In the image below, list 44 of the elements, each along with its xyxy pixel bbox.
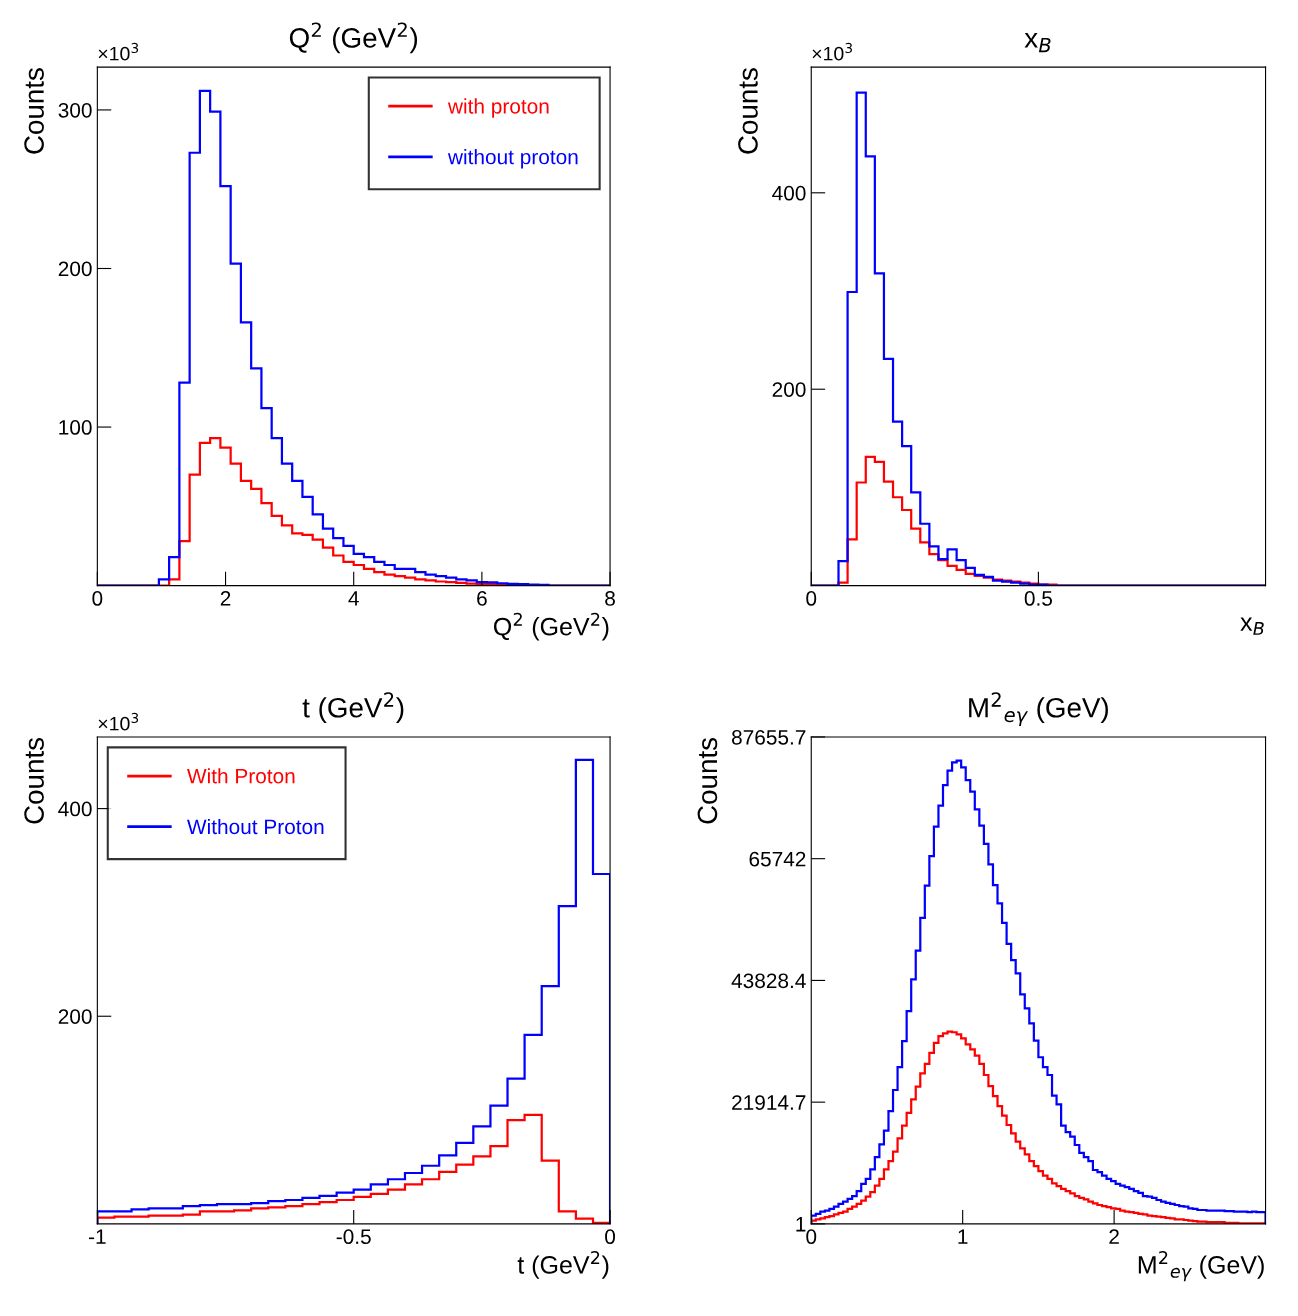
x-tick-label: 0 <box>605 1229 616 1245</box>
legend-label: without proton <box>447 149 578 169</box>
y-tick-label: 43828.4 <box>731 973 806 989</box>
x-axis-title: t (GeV$^{2}$) <box>517 1250 609 1279</box>
x-tick-label: 0 <box>92 591 103 606</box>
y-axis-title: Counts <box>24 68 44 154</box>
x-tick-label: 6 <box>477 591 487 606</box>
x-tick-label: 0.5 <box>1024 591 1053 606</box>
y-axis-title: Counts <box>738 68 758 154</box>
y-tick-label: 400 <box>772 185 806 201</box>
chart-title: x$_{B}$ <box>1024 32 1051 53</box>
y-tick-label: 1 <box>796 1217 806 1232</box>
chart-title: M$^{2}$$_{eγ}$ (GeV) <box>969 692 1108 726</box>
x-tick-label: -1 <box>89 1229 106 1244</box>
y-tick-label: 21914.7 <box>732 1095 806 1110</box>
legend-label: with proton <box>447 98 549 118</box>
text: ×10$^{3}$ <box>98 712 139 731</box>
y-tick-label: 300 <box>58 102 92 118</box>
x-tick-label: 2 <box>220 591 231 606</box>
y-tick-label: 87655.7 <box>731 729 806 745</box>
legend-label: With Proton <box>187 768 295 784</box>
x-tick-label: 1 <box>958 1229 968 1244</box>
y-tick-label: 200 <box>58 1009 92 1024</box>
legend-label: Without Proton <box>187 818 324 835</box>
y-tick-label: 100 <box>59 420 92 435</box>
chart-title: t (GeV$^{2}$) <box>302 692 404 724</box>
chart-title: Q$^{2}$ (GeV$^{2}$) <box>289 22 418 54</box>
y-tick-label: 200 <box>772 382 806 397</box>
y-axis-title: Counts <box>24 737 44 824</box>
x-axis-title: x$_{B}$ <box>1240 617 1264 635</box>
y-axis-title: Counts <box>697 737 718 824</box>
x-tick-label: 2 <box>1109 1229 1119 1244</box>
y-tick-label: 400 <box>58 801 92 817</box>
x-tick-label: 8 <box>605 591 615 606</box>
x-tick-label: 4 <box>348 591 359 606</box>
x-tick-label: 0 <box>806 591 817 606</box>
y-tick-label: 200 <box>58 261 92 277</box>
text: ×10$^{3}$ <box>98 42 139 61</box>
x-tick-label: -0.5 <box>336 1229 371 1245</box>
text: ×10$^{3}$ <box>812 42 852 61</box>
x-axis-title: M$^{2}$$_{eγ}$ (GeV) <box>1138 1250 1264 1282</box>
x-tick-label: 0 <box>806 1229 817 1245</box>
y-tick-label: 65742 <box>749 851 806 867</box>
x-axis-title: Q$^{2}$ (GeV$^{2}$) <box>493 612 609 641</box>
